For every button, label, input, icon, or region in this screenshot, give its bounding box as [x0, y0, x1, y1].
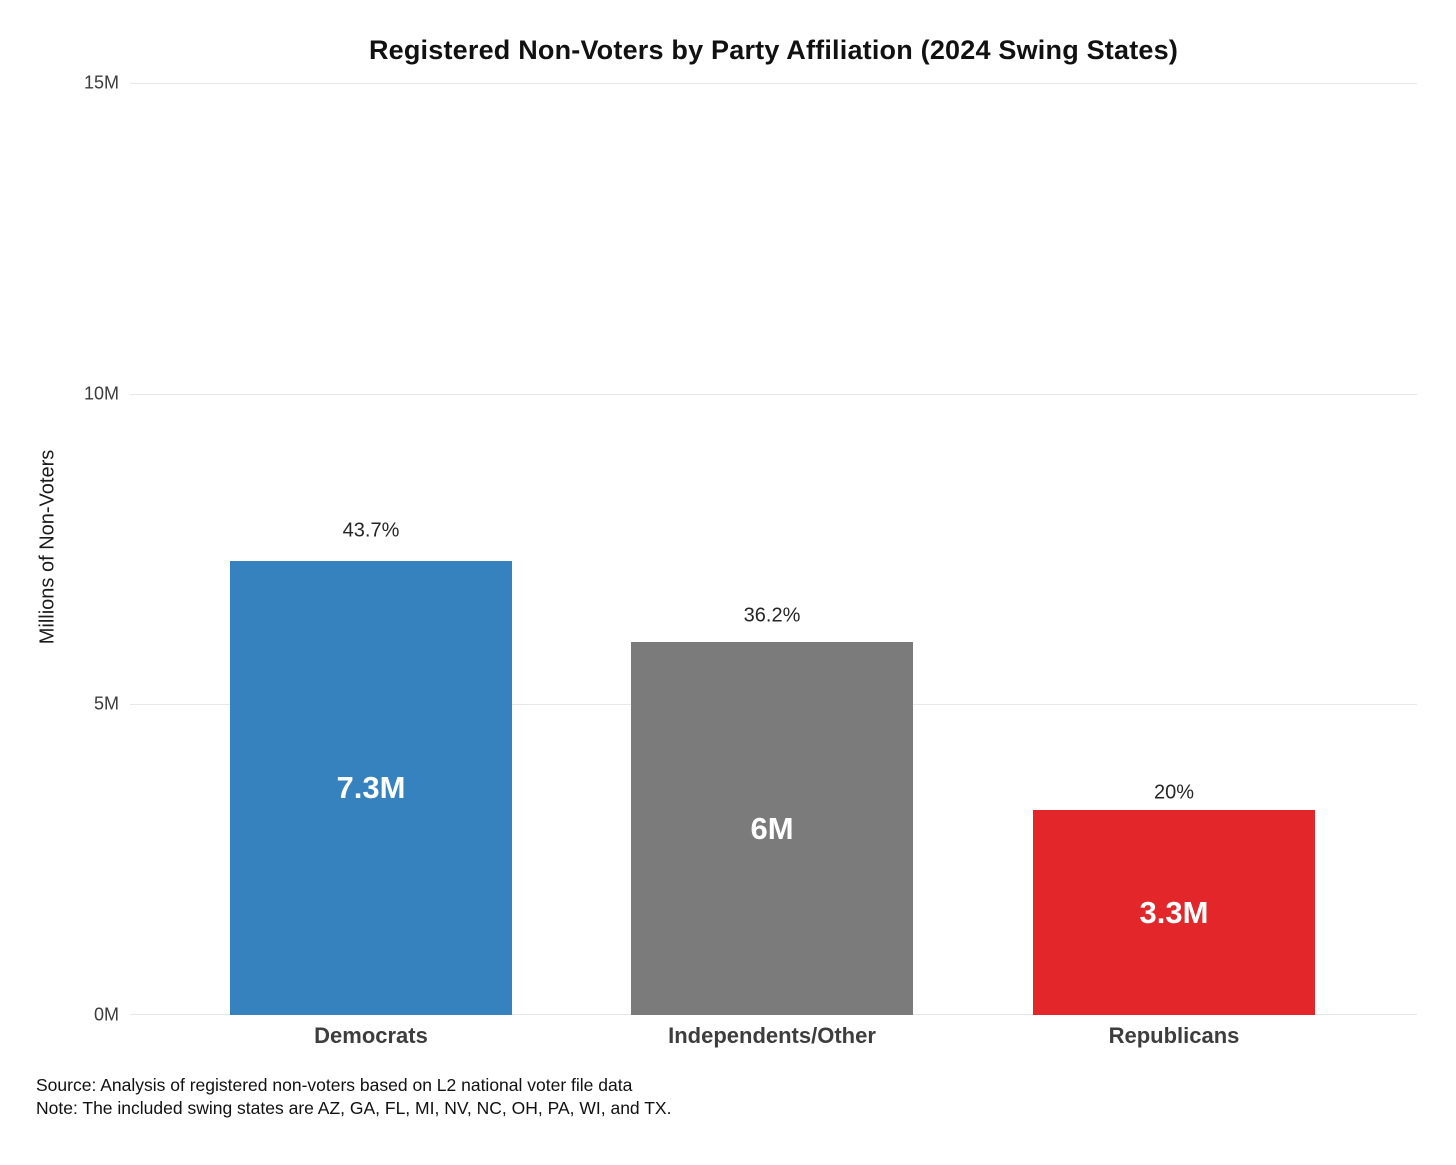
note-line: Note: The included swing states are AZ, …: [36, 1098, 672, 1118]
bar-democrats: 7.3M: [230, 561, 512, 1015]
footer-notes: Source: Analysis of registered non-voter…: [36, 1074, 671, 1120]
bar-value-label: 3.3M: [1139, 894, 1209, 930]
y-tick-label: 5M: [93, 693, 119, 714]
x-axis-category-label: Democrats: [314, 1023, 428, 1048]
y-tick-label: 10M: [83, 383, 119, 404]
grid-line: [130, 83, 1417, 84]
source-line: Source: Analysis of registered non-voter…: [36, 1075, 633, 1095]
y-tick-label: 15M: [83, 72, 119, 93]
chart-title: Registered Non-Voters by Party Affiliati…: [368, 35, 1179, 65]
x-axis-category-label: Republicans: [1108, 1023, 1240, 1048]
plot-area: 43.7% 7.3M Democrats 36.2% 6M Independents/Ot…: [130, 83, 1417, 1048]
bar-republicans: 3.3M: [1033, 810, 1315, 1015]
y-tick-label: 0M: [93, 1004, 119, 1025]
bar-value-label: 7.3M: [336, 770, 406, 805]
bar-percent-label: 20%: [1153, 781, 1195, 804]
bar-percent-label: 43.7%: [342, 519, 400, 542]
bar-independents-other: 6M: [631, 642, 913, 1015]
y-axis: 0M 5M 10M 15M: [0, 73, 119, 1025]
grid-line: [130, 393, 1417, 395]
x-axis-category-label: Independents/Other: [668, 1023, 876, 1048]
bar-value-label: 6M: [750, 810, 794, 846]
bar-percent-label: 36.2%: [743, 604, 801, 627]
